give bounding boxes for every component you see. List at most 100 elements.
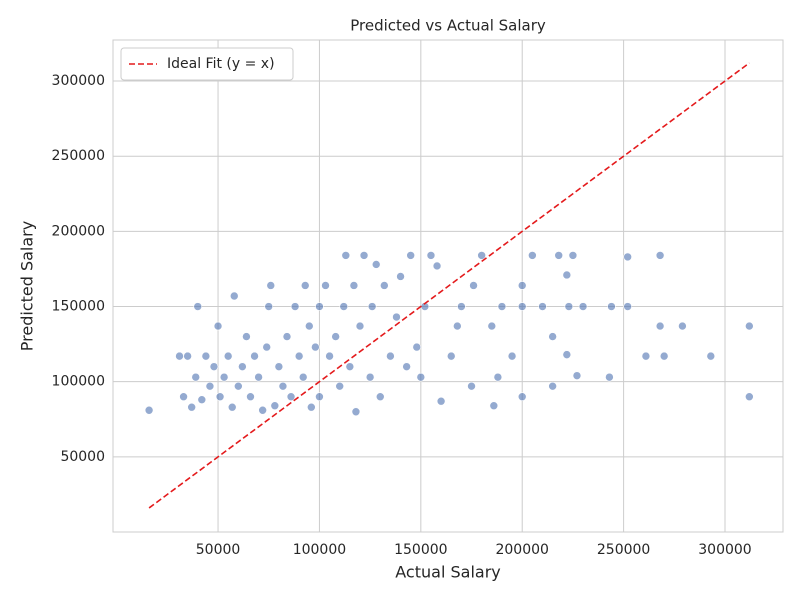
scatter-point (548, 332, 557, 341)
scatter-point (294, 351, 304, 361)
scatter-point (359, 251, 369, 260)
scatter-point (497, 302, 507, 311)
scatter-point (223, 351, 233, 361)
scatter-point (607, 302, 616, 311)
scatter-point (489, 401, 499, 411)
x-tick-label: 300000 (698, 542, 751, 558)
scatter-point (250, 351, 259, 361)
scatter-point (270, 401, 280, 411)
scatter-point (325, 351, 334, 361)
scatter-point (426, 251, 436, 260)
scatter-point (406, 251, 415, 260)
y-tick-label: 250000 (52, 148, 105, 164)
scatter-point (345, 362, 355, 371)
scatter-point (568, 251, 578, 260)
scatter-point (572, 371, 582, 380)
x-tick-label: 100000 (293, 542, 346, 558)
scatter-point (193, 302, 203, 311)
scatter-point (311, 342, 320, 352)
scatter-point (175, 351, 184, 361)
y-tick-label: 150000 (52, 299, 105, 315)
scatter-point (179, 392, 188, 402)
scatter-point (254, 372, 263, 382)
scatter-point (507, 351, 517, 361)
scatter-point (335, 381, 345, 391)
scatter-point (205, 381, 215, 391)
y-axis-label: Predicted Salary (18, 221, 37, 351)
y-tick-label: 200000 (52, 223, 105, 239)
scatter-point (298, 372, 308, 382)
scatter-point (487, 321, 497, 331)
scatter-point (605, 372, 614, 382)
scatter-point (659, 351, 669, 361)
y-tick-label: 100000 (52, 374, 105, 390)
scatter-point (469, 281, 478, 290)
scatter-point (477, 251, 486, 260)
scatter-point (258, 405, 267, 415)
scatter-point (215, 392, 225, 402)
scatter-point (304, 321, 314, 331)
scatter-point (493, 372, 503, 382)
scatter-point (375, 392, 385, 402)
scatter-point (290, 302, 300, 311)
scatter-point (562, 270, 572, 280)
y-tick-label: 50000 (60, 449, 105, 465)
scatter-point (286, 392, 296, 402)
scatter-point (678, 321, 687, 331)
scatter-point (745, 392, 754, 402)
scatter-point (517, 302, 527, 311)
scatter-point (246, 392, 255, 402)
scatter-point (315, 392, 324, 402)
scatter-point (432, 261, 442, 271)
scatter-point (380, 281, 389, 290)
scatter-point (548, 381, 557, 391)
scatter-point (538, 302, 547, 311)
scatter-point (191, 372, 201, 382)
scatter-point (436, 396, 446, 406)
x-tick-label: 200000 (495, 542, 548, 558)
scatter-point (457, 302, 466, 311)
scatter-point (315, 302, 324, 311)
scatter-point (144, 405, 154, 415)
scatter-point (528, 251, 537, 260)
scatter-point (266, 281, 276, 290)
scatter-point (183, 351, 192, 361)
scatter-point (229, 291, 239, 301)
scatter-point (219, 372, 229, 382)
scatter-point (367, 302, 377, 311)
scatter-point (234, 381, 243, 391)
scatter-point (412, 342, 422, 352)
scatter-point (578, 302, 588, 311)
scatter-point (339, 302, 349, 311)
y-tick-label: 300000 (52, 73, 105, 89)
scatter-point (564, 302, 574, 311)
scatter-point (355, 321, 365, 331)
scatter-point (371, 260, 381, 269)
scatter-point (655, 321, 665, 331)
scatter-point (341, 251, 351, 260)
scatter-point (300, 281, 310, 290)
scatter-point (321, 281, 330, 290)
scatter-point (238, 362, 247, 371)
scatter-point (201, 351, 211, 361)
scatter-point (262, 342, 272, 352)
scatter-point (745, 321, 754, 331)
scatter-point (197, 395, 207, 405)
scatter-point (264, 302, 274, 311)
scatter-point (706, 351, 716, 361)
scatter-point (351, 407, 361, 417)
scatter-point (402, 362, 411, 371)
scatter-point (209, 362, 219, 371)
scatter-point (331, 332, 340, 341)
scatter-point (467, 381, 476, 391)
scatter-point (641, 351, 651, 361)
x-tick-label: 250000 (597, 542, 650, 558)
x-tick-label: 50000 (196, 542, 241, 558)
ideal-fit-line (148, 62, 750, 509)
scatter-point (517, 281, 527, 290)
legend-label: Ideal Fit (y = x) (167, 56, 275, 72)
scatter-point (623, 252, 632, 262)
scatter-point (307, 402, 316, 412)
scatter-point (349, 281, 359, 290)
